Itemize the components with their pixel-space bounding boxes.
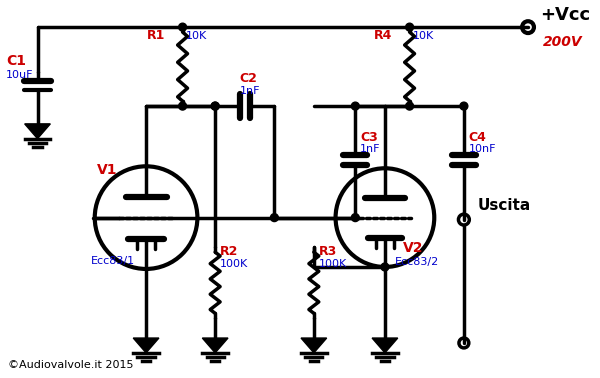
Polygon shape bbox=[202, 338, 228, 353]
Circle shape bbox=[211, 102, 219, 110]
Text: C2: C2 bbox=[240, 73, 258, 85]
Text: R4: R4 bbox=[373, 29, 392, 42]
Text: R1: R1 bbox=[146, 29, 165, 42]
Text: Uscita: Uscita bbox=[478, 198, 531, 213]
Text: C1: C1 bbox=[6, 54, 26, 68]
Polygon shape bbox=[372, 338, 398, 353]
Circle shape bbox=[179, 23, 187, 31]
Text: V1: V1 bbox=[97, 163, 117, 177]
Circle shape bbox=[352, 214, 359, 222]
Circle shape bbox=[460, 102, 468, 110]
Text: V2: V2 bbox=[403, 241, 423, 255]
Text: 100K: 100K bbox=[319, 259, 347, 269]
Polygon shape bbox=[133, 338, 159, 353]
Circle shape bbox=[179, 102, 187, 110]
Text: C3: C3 bbox=[360, 131, 378, 144]
Text: 1nF: 1nF bbox=[240, 86, 260, 96]
Text: Ecc83/2: Ecc83/2 bbox=[395, 257, 439, 267]
Text: 100K: 100K bbox=[220, 259, 248, 269]
Text: C4: C4 bbox=[469, 131, 487, 144]
Circle shape bbox=[406, 23, 413, 31]
Text: 200V: 200V bbox=[543, 35, 583, 49]
Circle shape bbox=[406, 102, 413, 110]
Text: 10uF: 10uF bbox=[6, 70, 34, 81]
Text: R3: R3 bbox=[319, 245, 337, 258]
Polygon shape bbox=[301, 338, 326, 353]
Text: +Vcc: +Vcc bbox=[540, 6, 590, 24]
Text: ©Audiovalvole.it 2015: ©Audiovalvole.it 2015 bbox=[8, 359, 133, 370]
Polygon shape bbox=[25, 124, 50, 139]
Text: R2: R2 bbox=[220, 245, 238, 258]
Text: 10nF: 10nF bbox=[469, 144, 496, 155]
Circle shape bbox=[381, 263, 389, 271]
Text: 10K: 10K bbox=[413, 31, 434, 41]
Circle shape bbox=[352, 102, 359, 110]
Circle shape bbox=[211, 102, 219, 110]
Circle shape bbox=[271, 214, 278, 222]
Text: Ecc83/1: Ecc83/1 bbox=[91, 256, 135, 266]
Text: 1nF: 1nF bbox=[360, 144, 381, 155]
Text: 10K: 10K bbox=[185, 31, 207, 41]
